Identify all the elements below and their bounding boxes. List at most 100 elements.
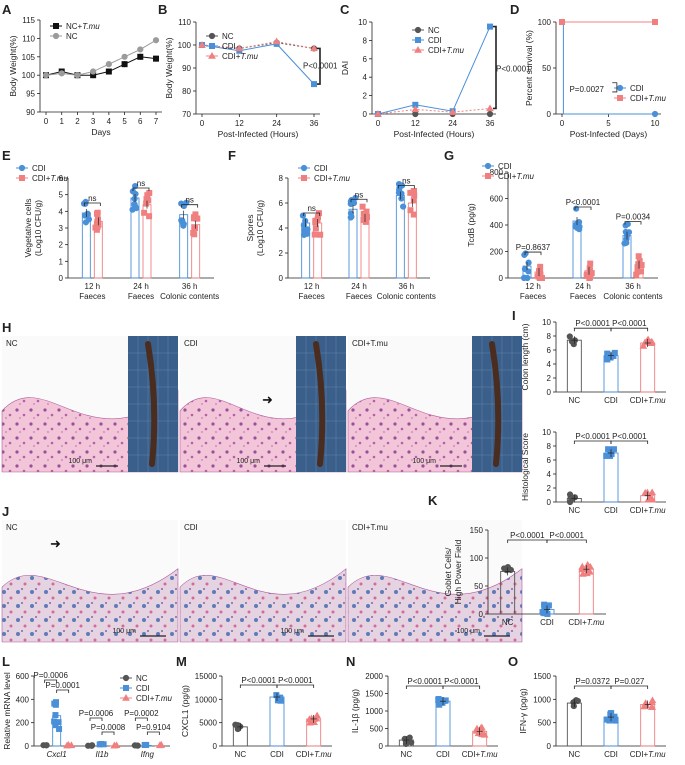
p-bracket: [624, 221, 642, 225]
y-tick-label: 6: [547, 346, 552, 355]
data-point: [146, 189, 153, 196]
scale-bar-label: 100 μm: [413, 458, 437, 465]
y-tick-label: 2000: [365, 672, 383, 681]
panel-letter-A: A: [2, 2, 12, 17]
y-axis-label: Relative mRNA level: [2, 672, 12, 750]
data-point: [310, 44, 318, 52]
category-label: CDI+T.mu: [462, 750, 498, 759]
x-tick-label: 24: [448, 119, 457, 128]
data-point: [623, 235, 630, 243]
legend-entry: CDI: [314, 164, 328, 173]
legend-marker: [122, 674, 130, 682]
y-axis-label: Colon length (cm): [520, 323, 530, 390]
x-tick-label: 12: [411, 119, 420, 128]
legend-marker: [209, 43, 215, 49]
panel-letter-H: H: [2, 320, 11, 335]
data-point: [137, 46, 144, 53]
legend-entry: CDI+T.mu: [222, 52, 258, 61]
y-axis-label: Spores: [245, 215, 255, 242]
scale-bar-label: 100 μm: [281, 628, 305, 635]
x-tick-label: 36: [310, 119, 319, 128]
scale-bar-label: 100 μm: [69, 458, 93, 465]
data-point: [152, 37, 160, 44]
p-bracket: [573, 440, 612, 444]
category-label: CDI: [604, 396, 618, 405]
data-point: [410, 188, 417, 195]
legend-marker: [484, 162, 492, 170]
group-label-2: Faeces: [570, 292, 596, 301]
group-label: 24 h: [575, 282, 591, 291]
group-label-2: Colonic contents: [377, 292, 436, 301]
y-tick-label: 8: [279, 174, 284, 183]
bar: [269, 696, 285, 747]
legend-marker: [485, 173, 491, 179]
data-point: [105, 61, 112, 68]
y-tick-label: 8: [363, 36, 368, 45]
data-point: [360, 216, 367, 223]
p-value: P=0.0034: [616, 213, 651, 222]
y-tick-label: 15000: [195, 672, 218, 681]
series-line: [201, 43, 315, 85]
panel-letter-K: K: [428, 493, 438, 508]
data-point: [574, 224, 581, 232]
data-point: [408, 739, 415, 746]
group-label-2: Colonic contents: [160, 292, 219, 301]
data-point: [635, 253, 642, 260]
colon-specimen: [313, 341, 326, 467]
y-tick-label: 4: [363, 73, 368, 82]
p-value: P=0.0001: [45, 681, 80, 690]
p-bracket: [546, 539, 587, 543]
category-label: CDI+T.mu: [568, 618, 604, 627]
data-point: [541, 603, 548, 610]
x-tick-label: 24: [272, 119, 281, 128]
legend-marker: [208, 51, 216, 59]
y-tick-label: 6: [279, 199, 284, 208]
y-tick-label: 500: [538, 719, 552, 728]
y-tick-label: 6: [547, 456, 552, 465]
p-value: ns: [307, 204, 315, 213]
data-point: [486, 110, 494, 118]
y-axis-label: IL-1β (pg/g): [350, 689, 360, 733]
data-point: [121, 53, 128, 60]
panel-letter-F: F: [228, 148, 236, 163]
legend-marker: [414, 45, 422, 53]
micrograph-label: CDI+T.mu: [352, 523, 388, 532]
y-tick-label: 600: [16, 672, 30, 681]
panel-N-chart: 0 500 1000 1500 2000 IL-1β (pg/g) NC CDI CDI+T.m…: [350, 672, 498, 759]
p-value: P<0.0001: [444, 677, 479, 686]
p-bracket: [610, 685, 649, 689]
y-axis-label: TcdB (pg/g): [466, 203, 476, 247]
y-tick-label: 0: [59, 274, 64, 283]
x-tick-label: 12: [235, 119, 244, 128]
data-point: [143, 741, 150, 748]
data-point: [272, 37, 281, 45]
p-value: P<0.0001: [496, 65, 531, 74]
panel-D-chart: 0 50 100 Percent survival (%) 0 5 10Post-Infec…: [524, 18, 666, 139]
x-tick-label: 2: [75, 117, 80, 126]
data-point: [571, 494, 579, 501]
data-point: [639, 342, 648, 349]
p-bracket: [132, 187, 150, 191]
y-tick-label: 500: [370, 725, 384, 734]
category-label: NC: [502, 618, 514, 627]
data-point: [42, 72, 50, 79]
legend-marker: [53, 23, 59, 29]
y-tick-label: 2: [547, 484, 552, 493]
panel-letter-L: L: [2, 654, 10, 669]
data-point: [141, 209, 148, 216]
p-value: P<0.0001: [241, 676, 276, 685]
data-point: [311, 81, 317, 88]
panel-L-chart: 0 200 400 600 Relative mRNA level Cxcl1 Il1b If…: [2, 671, 172, 759]
micrograph-label: CDI+T.mu: [352, 339, 388, 348]
group-label: Il1b: [96, 750, 109, 759]
data-point: [359, 203, 366, 210]
y-tick-label: 400: [490, 221, 504, 230]
legend-marker: [616, 84, 624, 92]
p-bracket: [405, 685, 444, 689]
group-label: Cxcl1: [47, 750, 67, 759]
data-point: [43, 742, 50, 749]
data-point: [487, 23, 493, 30]
data-point: [524, 274, 531, 282]
